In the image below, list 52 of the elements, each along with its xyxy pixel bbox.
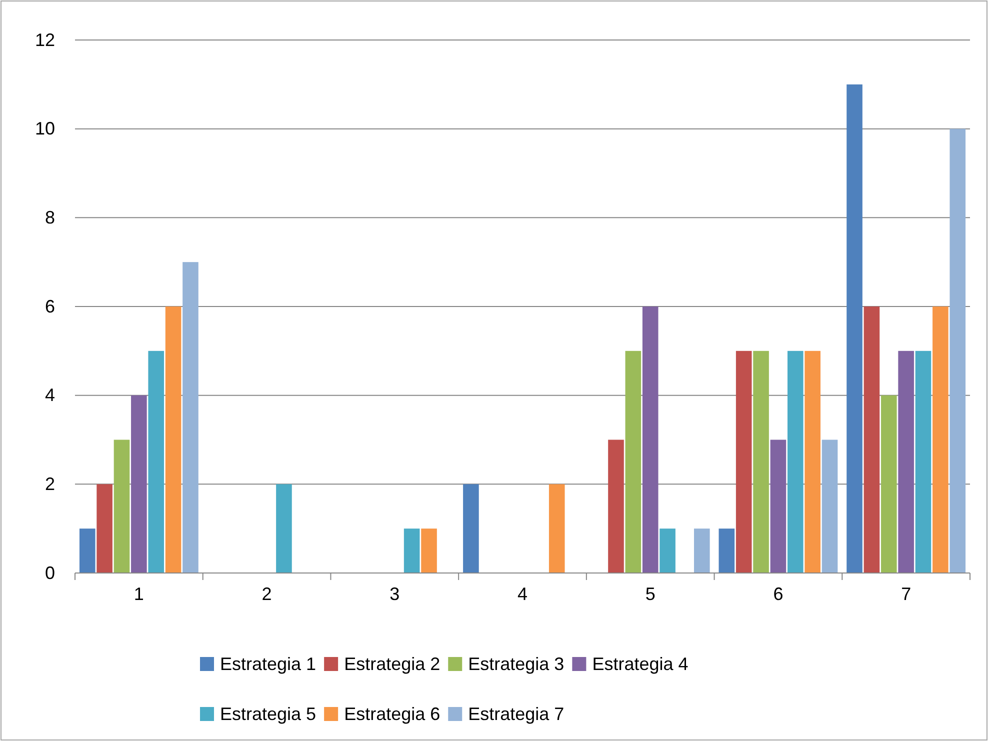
bar [804, 350, 820, 573]
bar [96, 484, 112, 573]
y-tick-label: 2 [44, 474, 55, 494]
bar [548, 484, 565, 573]
bar [165, 306, 182, 573]
bar [404, 528, 420, 573]
y-tick-label: 10 [34, 118, 55, 139]
x-tick-label: 2 [262, 584, 272, 604]
legend-label: Estrategia 1 [220, 654, 316, 674]
bar [915, 350, 932, 573]
bar [718, 528, 735, 573]
legend-label: Estrategia 7 [468, 704, 564, 724]
bar [421, 528, 437, 573]
bar [625, 350, 642, 573]
bar [898, 350, 914, 573]
bar [114, 440, 130, 573]
bar [79, 528, 96, 573]
bar [608, 440, 624, 573]
y-tick-label: 4 [44, 385, 55, 406]
x-tick-label: 1 [134, 584, 144, 604]
bar [642, 306, 658, 573]
x-tick-label: 5 [645, 584, 656, 604]
x-tick-label: 6 [773, 584, 784, 604]
bar [787, 350, 804, 573]
bar [182, 262, 198, 573]
bar [846, 84, 862, 573]
x-tick-label: 7 [901, 584, 912, 604]
legend-label: Estrategia 4 [592, 654, 688, 674]
x-tick-label: 3 [390, 584, 400, 604]
bar [932, 306, 948, 573]
y-tick-label: 0 [44, 562, 55, 583]
bar [770, 440, 786, 573]
bar [463, 484, 479, 573]
bar [864, 306, 880, 573]
bar [660, 528, 676, 573]
bar [694, 528, 710, 573]
legend-label: Estrategia 3 [468, 654, 564, 674]
bar [148, 350, 164, 573]
bar [822, 440, 838, 573]
legend-label: Estrategia 2 [344, 654, 440, 674]
y-tick-label: 8 [44, 207, 55, 228]
bar [753, 350, 769, 573]
legend-label: Estrategia 5 [220, 704, 316, 724]
bar [276, 484, 292, 573]
bar [736, 350, 752, 573]
bar [131, 395, 147, 573]
x-tick-label: 4 [517, 584, 528, 604]
bar [880, 395, 897, 573]
bar [950, 128, 966, 573]
legend-label: Estrategia 6 [344, 704, 440, 724]
y-tick-label: 12 [34, 30, 55, 50]
y-tick-label: 6 [44, 296, 55, 316]
